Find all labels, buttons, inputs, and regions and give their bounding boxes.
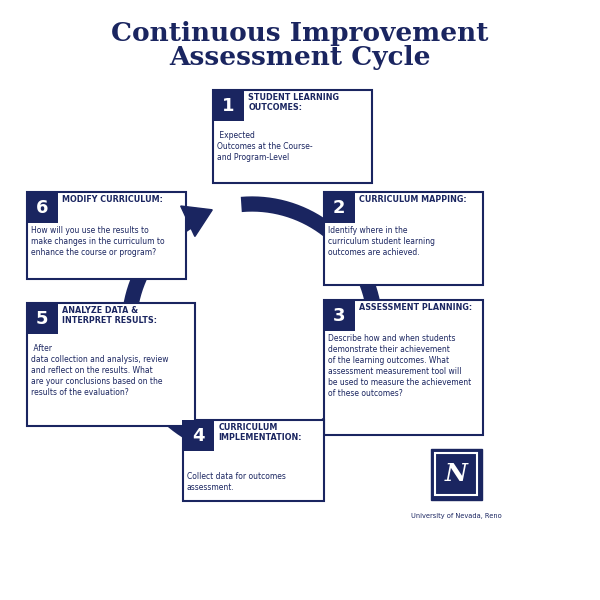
Text: N: N bbox=[445, 462, 467, 486]
Text: After
data collection and analysis, review
and reflect on the results. What
are : After data collection and analysis, revi… bbox=[31, 344, 168, 397]
Text: Expected
Outcomes at the Course-
and Program-Level: Expected Outcomes at the Course- and Pro… bbox=[217, 131, 312, 162]
FancyBboxPatch shape bbox=[26, 192, 58, 223]
Text: 2: 2 bbox=[333, 199, 345, 217]
FancyBboxPatch shape bbox=[324, 192, 483, 285]
Text: 5: 5 bbox=[36, 310, 48, 328]
FancyBboxPatch shape bbox=[27, 192, 186, 279]
Text: CURRICULUM MAPPING:: CURRICULUM MAPPING: bbox=[359, 195, 467, 204]
Text: Collect data for outcomes
assessment.: Collect data for outcomes assessment. bbox=[187, 461, 286, 492]
Text: Assessment Cycle: Assessment Cycle bbox=[169, 44, 431, 70]
FancyBboxPatch shape bbox=[323, 192, 355, 223]
FancyBboxPatch shape bbox=[323, 300, 355, 331]
FancyBboxPatch shape bbox=[212, 90, 244, 121]
Text: Describe how and when students
demonstrate their achievement
of the learning out: Describe how and when students demonstra… bbox=[328, 323, 471, 398]
FancyBboxPatch shape bbox=[27, 303, 195, 426]
FancyBboxPatch shape bbox=[183, 420, 324, 501]
Text: ANALYZE DATA &
INTERPRET RESULTS:: ANALYZE DATA & INTERPRET RESULTS: bbox=[62, 306, 157, 325]
Text: 3: 3 bbox=[333, 307, 345, 325]
Text: Identify where in the
curriculum student learning
outcomes are achieved.: Identify where in the curriculum student… bbox=[328, 215, 434, 257]
Text: 1: 1 bbox=[222, 97, 234, 115]
FancyBboxPatch shape bbox=[213, 90, 372, 183]
Text: CURRICULUM
IMPLEMENTATION:: CURRICULUM IMPLEMENTATION: bbox=[218, 423, 302, 442]
Text: 4: 4 bbox=[192, 427, 204, 445]
FancyBboxPatch shape bbox=[26, 303, 58, 334]
FancyBboxPatch shape bbox=[431, 449, 482, 499]
Text: Continuous Improvement: Continuous Improvement bbox=[111, 20, 489, 46]
Text: ASSESSMENT PLANNING:: ASSESSMENT PLANNING: bbox=[359, 303, 473, 312]
Polygon shape bbox=[181, 206, 212, 236]
FancyBboxPatch shape bbox=[324, 300, 483, 435]
Text: STUDENT LEARNING
OUTCOMES:: STUDENT LEARNING OUTCOMES: bbox=[248, 93, 340, 112]
Text: How will you use the results to
make changes in the curriculum to
enhance the co: How will you use the results to make cha… bbox=[31, 215, 164, 257]
Text: 6: 6 bbox=[36, 199, 48, 217]
Text: MODIFY CURRICULUM:: MODIFY CURRICULUM: bbox=[62, 195, 163, 204]
Text: University of Nevada, Reno: University of Nevada, Reno bbox=[410, 512, 502, 518]
FancyBboxPatch shape bbox=[182, 420, 214, 451]
